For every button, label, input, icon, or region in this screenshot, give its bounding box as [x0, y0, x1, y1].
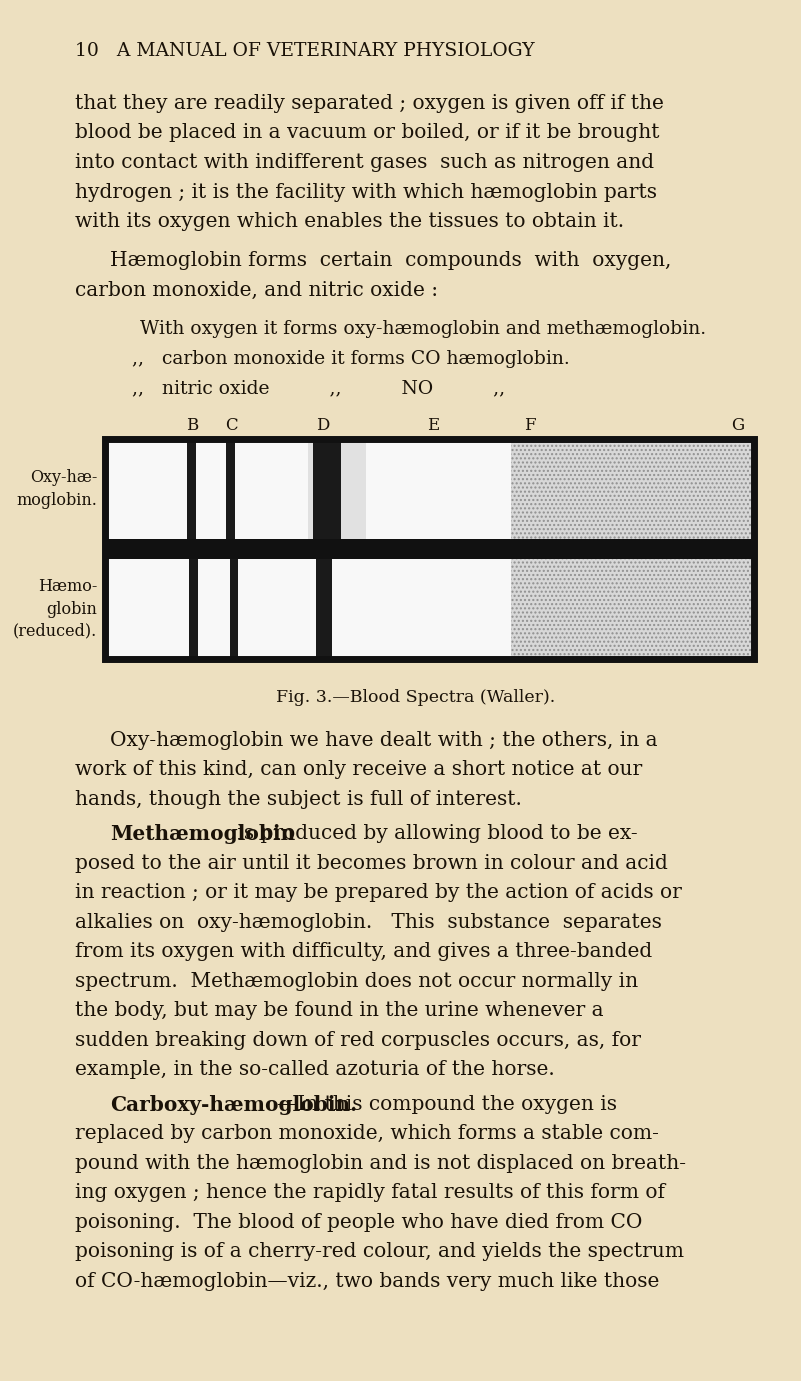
Text: B: B: [187, 417, 199, 434]
Text: Oxy-hæmoglobin we have dealt with ; the others, in a: Oxy-hæmoglobin we have dealt with ; the …: [110, 731, 658, 750]
Text: pound with the hæmoglobin and is not displaced on breath-: pound with the hæmoglobin and is not dis…: [75, 1155, 686, 1172]
Text: poisoning.  The blood of people who have died from CO: poisoning. The blood of people who have …: [75, 1213, 642, 1232]
Text: Oxy-hæ-
moglobin.: Oxy-hæ- moglobin.: [16, 470, 97, 508]
Text: sudden breaking down of red corpuscles occurs, as, for: sudden breaking down of red corpuscles o…: [75, 1032, 641, 1050]
Bar: [308, 439, 365, 539]
Text: ,,   nitric oxide          ,,          NO          ,,: ,, nitric oxide ,, NO ,,: [132, 380, 505, 398]
Text: work of this kind, can only receive a short notice at our: work of this kind, can only receive a sh…: [75, 761, 642, 779]
Text: the body, but may be found in the urine whenever a: the body, but may be found in the urine …: [75, 1001, 604, 1021]
Text: 10   A MANUAL OF VETERINARY PHYSIOLOGY: 10 A MANUAL OF VETERINARY PHYSIOLOGY: [75, 41, 534, 59]
Text: poisoning is of a cherry-red colour, and yields the spectrum: poisoning is of a cherry-red colour, and…: [75, 1243, 684, 1261]
Text: With oxygen it forms oxy-hæmoglobin and methæmoglobin.: With oxygen it forms oxy-hæmoglobin and …: [140, 320, 706, 338]
Text: that they are readily separated ; oxygen is given off if the: that they are readily separated ; oxygen…: [75, 94, 664, 113]
Text: Methæmoglobin: Methæmoglobin: [110, 824, 296, 845]
Text: from its oxygen with difficulty, and gives a three-banded: from its oxygen with difficulty, and giv…: [75, 942, 652, 961]
Text: in reaction ; or it may be prepared by the action of acids or: in reaction ; or it may be prepared by t…: [75, 884, 682, 903]
Bar: [510, 439, 754, 539]
Text: F: F: [525, 417, 536, 434]
Text: ,,   carbon monoxide it forms CO hæmoglobin.: ,, carbon monoxide it forms CO hæmoglobi…: [132, 349, 570, 367]
Bar: [329, 439, 340, 539]
Bar: [105, 559, 754, 659]
Text: C: C: [225, 417, 238, 434]
Bar: [105, 439, 754, 659]
Text: posed to the air until it becomes brown in colour and acid: posed to the air until it becomes brown …: [75, 853, 668, 873]
Bar: [510, 559, 754, 659]
Text: is produced by allowing blood to be ex-: is produced by allowing blood to be ex-: [231, 824, 638, 844]
Bar: [105, 439, 754, 539]
Bar: [105, 539, 754, 559]
Text: spectrum.  Methæmoglobin does not occur normally in: spectrum. Methæmoglobin does not occur n…: [75, 972, 638, 992]
Text: replaced by carbon monoxide, which forms a stable com-: replaced by carbon monoxide, which forms…: [75, 1124, 659, 1143]
Bar: [312, 439, 329, 539]
Text: of CO-hæmoglobin—viz., two bands very much like those: of CO-hæmoglobin—viz., two bands very mu…: [75, 1272, 659, 1291]
Text: into contact with indifferent gases  such as nitrogen and: into contact with indifferent gases such…: [75, 153, 654, 173]
Text: ing oxygen ; hence the rapidly fatal results of this form of: ing oxygen ; hence the rapidly fatal res…: [75, 1184, 665, 1203]
Text: —In this compound the oxygen is: —In this compound the oxygen is: [277, 1095, 618, 1114]
Text: D: D: [316, 417, 329, 434]
Text: Hæmoglobin forms  certain  compounds  with  oxygen,: Hæmoglobin forms certain compounds with …: [110, 251, 671, 271]
Text: carbon monoxide, and nitric oxide :: carbon monoxide, and nitric oxide :: [75, 280, 438, 300]
Bar: [187, 439, 196, 539]
Text: example, in the so-called azoturia of the horse.: example, in the so-called azoturia of th…: [75, 1061, 555, 1080]
Text: Carboxy-hæmoglobin.: Carboxy-hæmoglobin.: [110, 1095, 357, 1114]
Text: G: G: [731, 417, 744, 434]
Bar: [189, 559, 198, 659]
Text: hands, though the subject is full of interest.: hands, though the subject is full of int…: [75, 790, 522, 809]
Text: hydrogen ; it is the facility with which hæmoglobin parts: hydrogen ; it is the facility with which…: [75, 182, 657, 202]
Bar: [227, 439, 235, 539]
Text: Fig. 3.—Blood Spectra (Waller).: Fig. 3.—Blood Spectra (Waller).: [276, 689, 555, 706]
Text: with its oxygen which enables the tissues to obtain it.: with its oxygen which enables the tissue…: [75, 213, 624, 231]
Text: Hæmo-
globin
(reduced).: Hæmo- globin (reduced).: [13, 579, 97, 639]
Bar: [316, 559, 332, 659]
Text: E: E: [427, 417, 439, 434]
Text: alkalies on  oxy-hæmoglobin.   This  substance  separates: alkalies on oxy-hæmoglobin. This substan…: [75, 913, 662, 932]
Bar: [230, 559, 238, 659]
Text: blood be placed in a vacuum or boiled, or if it be brought: blood be placed in a vacuum or boiled, o…: [75, 123, 659, 142]
